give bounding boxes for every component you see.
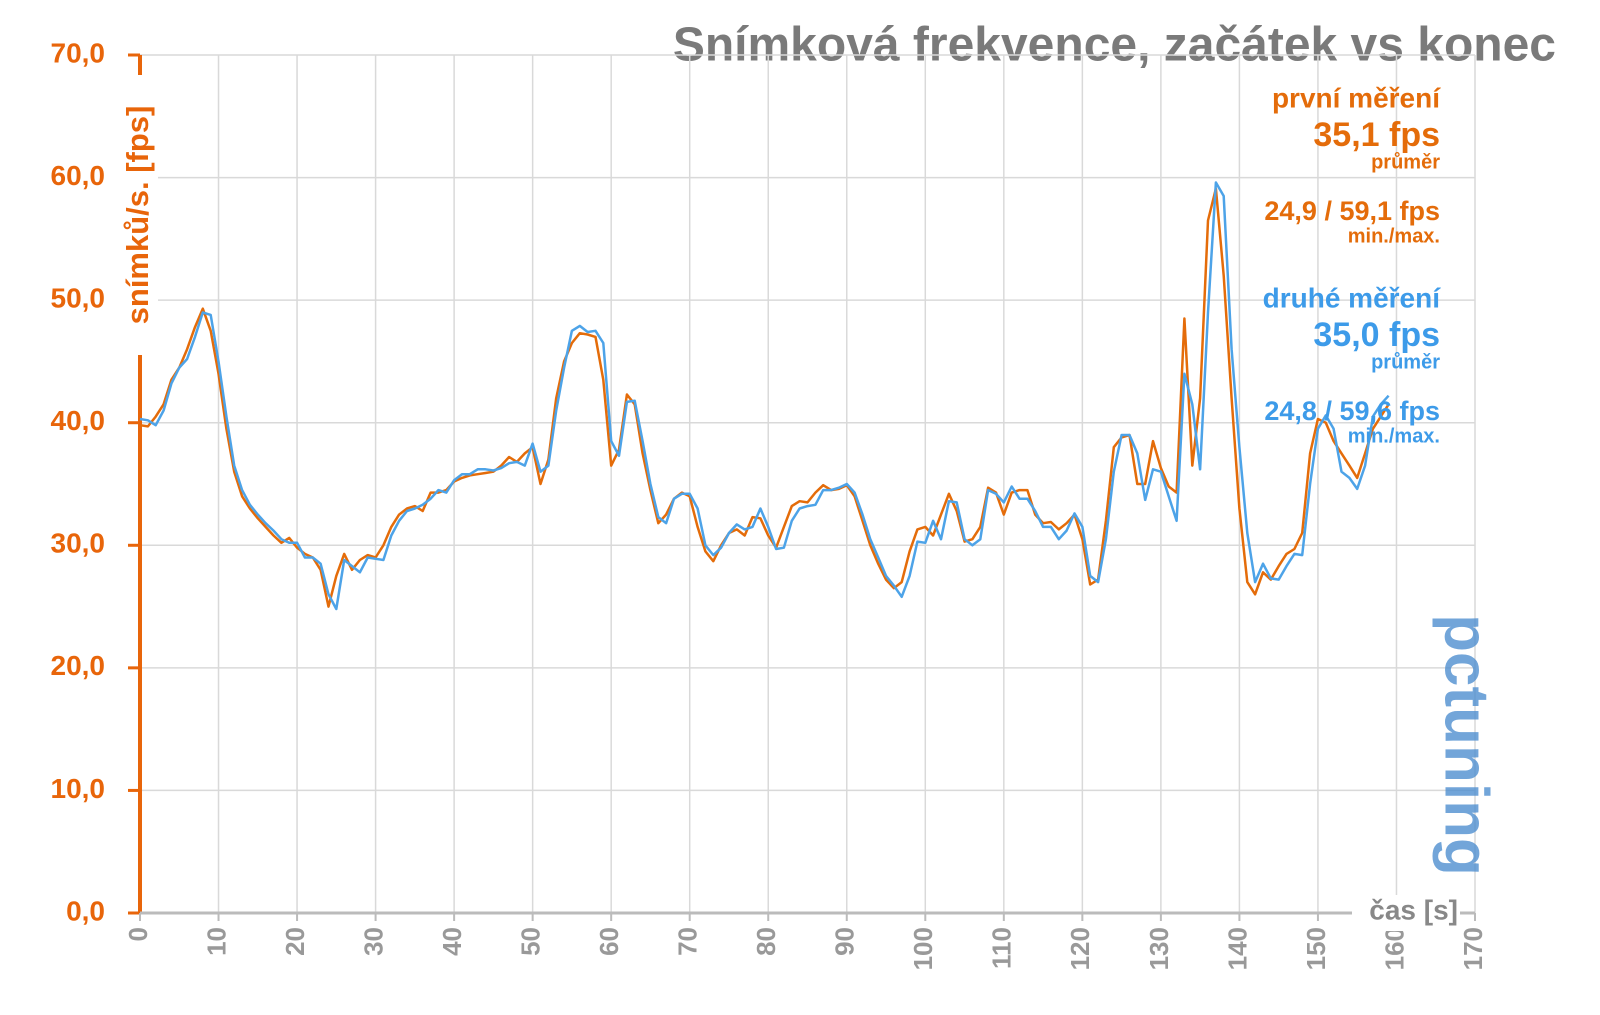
x-tick-label: 50: [516, 927, 546, 956]
x-tick-label: 0: [123, 927, 153, 941]
x-tick-label: 20: [280, 927, 310, 956]
annotation-name: první měření: [1272, 82, 1441, 113]
series-line: [139, 181, 1390, 611]
annotation-minmax: 24,9 / 59,1 fps: [1264, 196, 1440, 226]
annotation-average-label: průměr: [1371, 351, 1440, 373]
x-tick-label: 30: [358, 927, 388, 956]
y-tick-label: 20,0: [51, 650, 106, 681]
x-tick-label: 150: [1301, 927, 1331, 970]
x-tick-label: 100: [908, 927, 938, 970]
y-label-bg: [118, 75, 158, 355]
annotation-minmax-label: min./max.: [1348, 225, 1440, 247]
x-tick-label: 140: [1222, 927, 1252, 970]
x-tick-label: 110: [987, 927, 1017, 969]
x-tick-label: 120: [1065, 927, 1095, 970]
annotation-average: 35,0 fps: [1313, 316, 1440, 354]
y-tick-label: 0,0: [66, 895, 105, 926]
x-tick-label: 70: [673, 927, 703, 956]
y-tick-label: 70,0: [51, 37, 106, 68]
x-axis-label: čas [s]: [1369, 894, 1458, 925]
annotation-minmax-label: min./max.: [1348, 425, 1440, 447]
x-tick-label: 80: [751, 927, 781, 956]
y-tick-label: 50,0: [51, 283, 106, 314]
x-tick-label: 160: [1379, 927, 1409, 970]
annotation-name: druhé měření: [1263, 282, 1442, 313]
x-tick-label: 10: [201, 927, 231, 956]
y-tick-label: 30,0: [51, 528, 106, 559]
logo: pctuning: [1432, 614, 1501, 876]
annotation-average-label: průměr: [1371, 151, 1440, 173]
y-tick-label: 60,0: [51, 160, 106, 191]
x-label-bg: [1352, 895, 1460, 931]
annotation-average: 35,1 fps: [1313, 116, 1440, 154]
y-axis-label: snímků/s. [fps]: [120, 106, 155, 325]
annotation-minmax: 24,8 / 59,6 fps: [1264, 396, 1440, 426]
chart-title: Snímková frekvence, začátek vs konec: [673, 19, 1556, 72]
y-tick-label: 40,0: [51, 405, 106, 436]
x-tick-label: 170: [1458, 927, 1488, 970]
y-tick-label: 10,0: [51, 773, 106, 804]
x-tick-label: 60: [594, 927, 624, 956]
series-line: [139, 187, 1390, 608]
x-tick-label: 40: [437, 927, 467, 956]
x-tick-label: 90: [830, 927, 860, 956]
x-tick-label: 130: [1144, 927, 1174, 970]
